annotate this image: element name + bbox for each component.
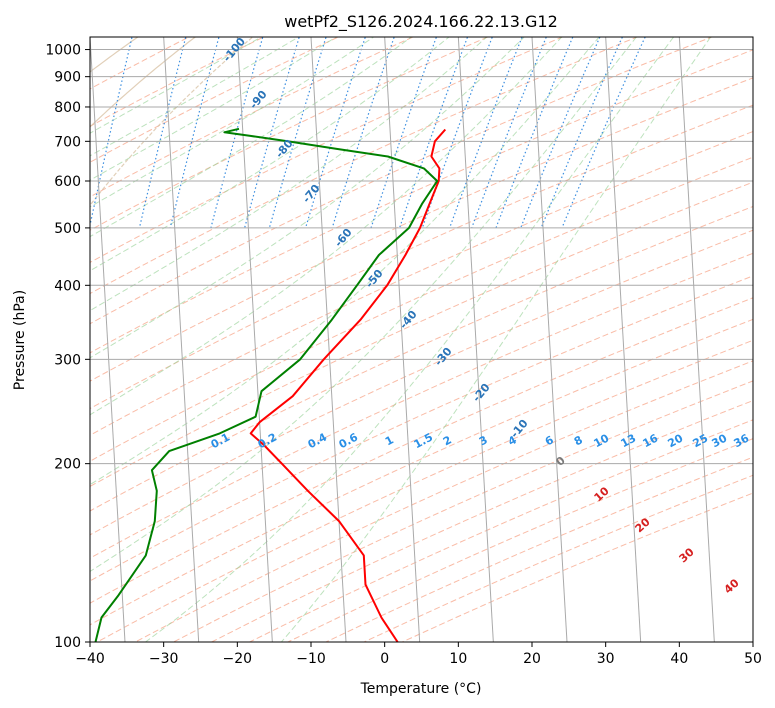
background-lines <box>90 37 753 642</box>
chart-title: wetPf2_S126.2024.166.22.13.G12 <box>284 12 558 32</box>
dry-adiabat <box>90 297 753 604</box>
x-tick-label: 50 <box>744 651 762 667</box>
mixing-ratio-line <box>244 37 300 229</box>
y-axis: 100 200 300 400 500 600 700 800 900 1000 <box>45 43 90 651</box>
dry-adiabat <box>90 37 415 198</box>
y-tick-label: 100 <box>54 635 81 651</box>
dry-adiabat <box>90 49 753 354</box>
dry-adiabat <box>90 37 639 295</box>
mixing-ratio-line <box>331 37 395 229</box>
dry-adiabat <box>172 380 753 642</box>
moist-adiabat <box>90 37 488 312</box>
x-tick-label: −10 <box>296 651 326 667</box>
y-tick-label: 1000 <box>45 43 81 59</box>
moist-adiabat <box>90 37 375 208</box>
x-tick-label: −30 <box>149 651 179 667</box>
x-tick-label: −40 <box>75 651 105 667</box>
x-tick-label: 0 <box>380 651 389 667</box>
dry-adiabat <box>90 156 753 462</box>
mixing-ratio-label: 36 <box>732 431 752 450</box>
x-tick-label: 40 <box>670 651 688 667</box>
dry-adiabat <box>90 252 753 559</box>
moist-adiabat <box>145 37 675 642</box>
moist-adiabat <box>90 37 450 272</box>
mixing-ratio-label: 10 <box>592 431 612 450</box>
dry-adiabat <box>90 37 564 264</box>
y-tick-label: 800 <box>54 100 81 116</box>
moist-adiabat <box>90 37 525 359</box>
y-tick-label: 400 <box>54 278 81 294</box>
x-tick-label: 20 <box>523 651 541 667</box>
mixing-ratio-label: 25 <box>691 432 711 451</box>
moist-adiabat <box>90 37 563 416</box>
mixing-ratio-line <box>268 37 327 229</box>
isotherm-line <box>384 37 421 642</box>
y-tick-label: 900 <box>54 70 81 86</box>
dry-adiabat <box>90 130 753 436</box>
isotherm-line <box>310 37 347 642</box>
grid-lines <box>90 37 753 642</box>
mixing-ratio-line <box>561 37 646 229</box>
dry-adiabat <box>90 104 753 410</box>
y-tick-label: 500 <box>54 221 81 237</box>
dry-adiabat <box>90 229 753 536</box>
x-tick-label: −20 <box>223 651 253 667</box>
mixing-ratio-label: 16 <box>641 431 661 450</box>
temperature-line <box>249 128 447 642</box>
y-axis-label: Pressure (hPa) <box>12 290 28 390</box>
dry-adiabat <box>90 37 489 231</box>
mixing-ratio-line <box>471 37 547 229</box>
sounding-profiles <box>94 127 447 642</box>
dry-adiabat <box>90 37 265 127</box>
isotherm-line <box>605 37 642 642</box>
dry-adiabat <box>90 77 753 382</box>
moist-adiabat <box>90 37 263 134</box>
dry-adiabat <box>90 181 753 487</box>
y-tick-label: 200 <box>54 457 81 473</box>
x-tick-label: 30 <box>597 651 615 667</box>
mixing-ratio-label: 20 <box>666 431 686 450</box>
y-tick-label: 700 <box>54 134 81 150</box>
dry-adiabat <box>134 360 753 642</box>
x-tick-label: 10 <box>449 651 467 667</box>
isotherm-line <box>163 37 200 642</box>
mixing-ratio-line <box>138 37 187 229</box>
dry-adiabat <box>90 318 753 626</box>
x-axis: −40 −30 −20 −10 0 10 20 30 40 50 <box>75 642 762 667</box>
moist-adiabat <box>90 37 300 157</box>
plot-area: -100-90-80-70-60-50-40-30-20-100.1 0.2 0.4… <box>90 37 753 642</box>
mixing-ratio-line <box>495 37 574 229</box>
dewpoint-line <box>94 127 439 642</box>
moist-adiabat <box>90 37 413 238</box>
x-axis-label: Temperature (°C) <box>360 681 482 697</box>
moist-adiabat <box>90 37 638 573</box>
tan-background-line <box>90 37 254 207</box>
isotherm-line <box>236 37 273 642</box>
isotherm-line <box>90 37 126 642</box>
tan-background-line <box>90 37 197 128</box>
mixing-ratio-label: 13 <box>619 432 639 451</box>
y-tick-label: 300 <box>54 352 81 368</box>
mixing-ratio-line <box>210 37 264 229</box>
dry-adiabat <box>90 37 190 90</box>
mixing-ratio-line <box>169 37 220 229</box>
isotherm-line <box>678 37 715 642</box>
mixing-ratio-line <box>90 37 133 228</box>
plot-frame <box>89 36 754 643</box>
y-tick-label: 600 <box>54 174 81 190</box>
isotherm-line <box>531 37 568 642</box>
isotherm-line <box>457 37 494 642</box>
mixing-ratio-label: 30 <box>710 431 730 450</box>
mixing-ratio-line <box>370 37 438 229</box>
